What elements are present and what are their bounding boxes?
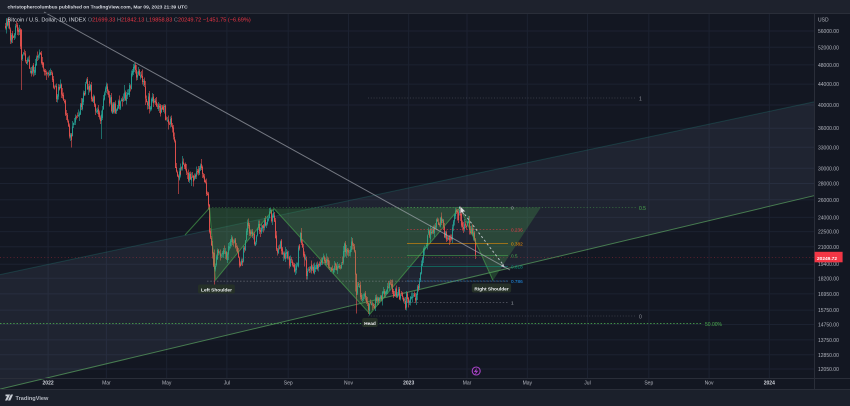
svg-text:18200.00: 18200.00 (818, 276, 839, 282)
svg-text:Head: Head (364, 321, 376, 327)
svg-text:40000.00: 40000.00 (818, 103, 839, 109)
svg-text:christophercolumbus published: christophercolumbus published on Trading… (8, 4, 189, 10)
svg-text:50.00%: 50.00% (705, 322, 723, 328)
svg-text:48000.00: 48000.00 (818, 63, 839, 69)
svg-text:16950.00: 16950.00 (818, 292, 839, 298)
svg-text:28000.00: 28000.00 (818, 182, 839, 188)
svg-text:24000.00: 24000.00 (818, 215, 839, 221)
svg-text:0.236: 0.236 (511, 228, 523, 233)
svg-text:USD: USD (818, 18, 829, 24)
svg-text:36000.00: 36000.00 (818, 126, 839, 132)
svg-text:Mar: Mar (463, 381, 472, 387)
svg-text:1: 1 (511, 301, 514, 306)
svg-text:May: May (162, 381, 172, 387)
svg-text:Nov: Nov (344, 381, 353, 387)
svg-text:Sep: Sep (644, 381, 653, 387)
svg-text:2023: 2023 (403, 381, 414, 387)
svg-text:14750.00: 14750.00 (818, 323, 839, 329)
svg-text:Left Shoulder: Left Shoulder (201, 288, 232, 294)
svg-text:Nov: Nov (705, 381, 714, 387)
svg-text:0.618: 0.618 (511, 265, 523, 270)
svg-text:TradingView: TradingView (16, 396, 49, 402)
svg-text:Sep: Sep (284, 381, 293, 387)
svg-text:56000.00: 56000.00 (818, 29, 839, 35)
svg-text:0.382: 0.382 (511, 242, 523, 247)
svg-text:30000.00: 30000.00 (818, 166, 839, 172)
svg-text:1: 1 (639, 97, 642, 103)
svg-text:15750.00: 15750.00 (818, 308, 839, 314)
svg-text:19400.00: 19400.00 (818, 262, 839, 268)
svg-text:20249.72: 20249.72 (817, 256, 837, 262)
svg-text:21000.00: 21000.00 (818, 245, 839, 251)
svg-text:0: 0 (639, 315, 642, 321)
svg-text:2024: 2024 (764, 381, 775, 387)
svg-text:13750.00: 13750.00 (818, 338, 839, 344)
svg-text:33000.00: 33000.00 (818, 145, 839, 151)
svg-text:2022: 2022 (43, 381, 54, 387)
svg-text:12050.00: 12050.00 (818, 367, 839, 373)
svg-text:0.786: 0.786 (511, 279, 523, 284)
svg-text:0.5: 0.5 (639, 206, 646, 212)
svg-text:44000.00: 44000.00 (818, 82, 839, 88)
svg-text:Jul: Jul (224, 381, 230, 387)
svg-text:12850.00: 12850.00 (818, 353, 839, 359)
svg-text:52000.00: 52000.00 (818, 45, 839, 51)
svg-text:Jul: Jul (584, 381, 590, 387)
svg-text:May: May (523, 381, 533, 387)
svg-text:Mar: Mar (102, 381, 111, 387)
svg-text:0: 0 (511, 206, 514, 211)
svg-text:0.5: 0.5 (511, 254, 518, 259)
svg-text:Bitcoin / U.S. Dollar, 1D, IND: Bitcoin / U.S. Dollar, 1D, INDEX O21699.… (8, 17, 251, 23)
svg-text:Right Shoulder: Right Shoulder (474, 287, 509, 293)
svg-text:22500.00: 22500.00 (818, 230, 839, 236)
svg-text:26000.00: 26000.00 (818, 198, 839, 204)
